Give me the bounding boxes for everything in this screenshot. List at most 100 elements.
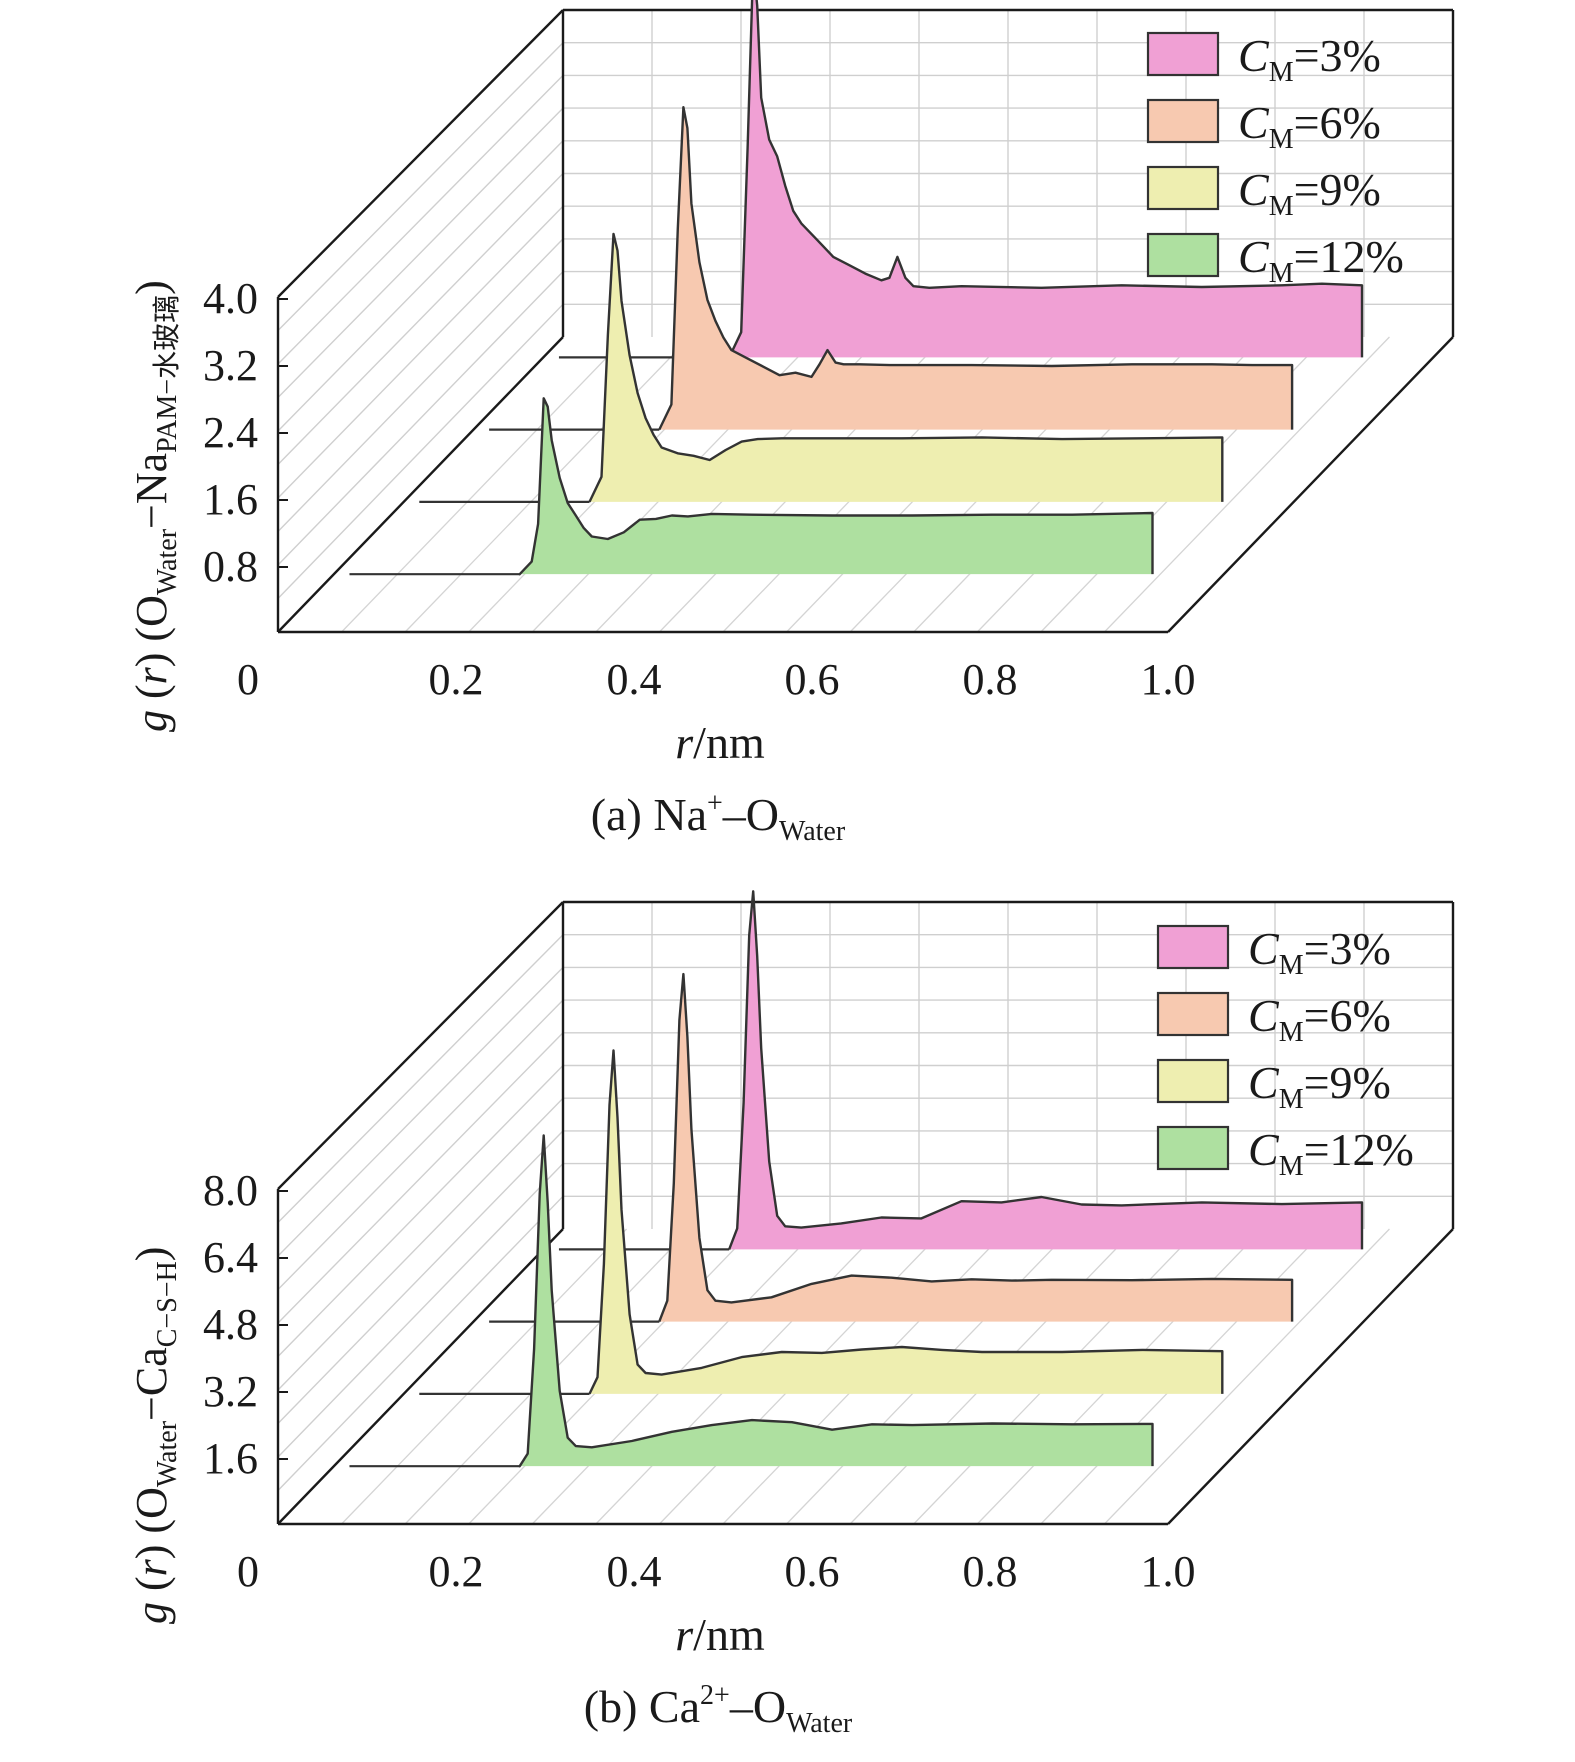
legend-item: CM=12% (1146, 231, 1404, 289)
y-tick-label: 1.6 (203, 1434, 258, 1483)
grid-line (277, 140, 564, 432)
y-label-g: g (127, 1602, 176, 1624)
y-label-sep: ) ( (127, 627, 176, 667)
series-line (658, 972, 1294, 1323)
x-axis-label: r/nm (675, 717, 765, 768)
legend-label: CM=3% (1238, 30, 1381, 88)
x-label-unit: /nm (693, 717, 765, 768)
caption-sup: 2+ (700, 1680, 730, 1711)
legend-item: CM=3% (1146, 30, 1381, 88)
grid-line (277, 999, 564, 1290)
series-line (588, 232, 1224, 504)
caption-sub: Water (786, 1708, 853, 1739)
grid-line (277, 74, 564, 365)
y-label-sub2: PAM−水玻璃 (151, 295, 183, 453)
x-tick-label: 0.2 (429, 1547, 484, 1596)
legend-label-value: =3% (1304, 923, 1391, 974)
legend-label-c: C (1248, 923, 1280, 974)
y-label-o: O (127, 1487, 176, 1519)
series-line (518, 397, 1154, 576)
legend-label-c: C (1238, 30, 1270, 81)
series-line (728, 0, 1364, 359)
y-axis-label: g (r) (OWater−NaPAM−水玻璃) (127, 280, 183, 732)
y-label-o: O (127, 595, 176, 627)
y-label-sep: ) ( (127, 1519, 176, 1559)
legend-label-c: C (1248, 1124, 1280, 1175)
legend: CM=3%CM=6%CM=9%CM=12% (1156, 923, 1414, 1182)
legend-label: CM=6% (1238, 97, 1381, 155)
legend-label: CM=9% (1248, 1057, 1391, 1115)
legend-swatch (1156, 924, 1230, 970)
series-area (589, 1050, 1223, 1394)
legend-item: CM=6% (1156, 990, 1391, 1048)
series-area (659, 974, 1293, 1322)
legend-label-value: =9% (1294, 164, 1381, 215)
legend-label: CM=6% (1248, 990, 1391, 1048)
y-label-sub1: Water (152, 1420, 183, 1487)
series-line (588, 1049, 1224, 1396)
y-label-sub1: Water (152, 528, 183, 595)
grid-line (1103, 1228, 1390, 1525)
grid-line (277, 966, 564, 1257)
series-area (729, 891, 1362, 1250)
legend-item: CM=6% (1146, 97, 1381, 155)
series-line (658, 106, 1294, 431)
x-axis-label: r/nm (675, 1609, 765, 1660)
legend-swatch (1146, 165, 1220, 211)
y-tick-label: 3.2 (203, 341, 258, 390)
legend-label-c: C (1248, 990, 1280, 1041)
legend-label: CM=9% (1238, 164, 1381, 222)
axes-frame (276, 900, 1455, 1526)
legend-label-sub: M (1279, 1151, 1304, 1182)
x-tick-label: 0.8 (963, 1547, 1018, 1596)
legend-label-c: C (1238, 164, 1270, 215)
legend-label-c: C (1248, 1057, 1280, 1108)
legend-item: CM=9% (1146, 164, 1381, 222)
series-area (589, 233, 1223, 502)
x-label-r: r (675, 717, 694, 768)
y-tick-label: 8.0 (203, 1166, 258, 1215)
legend-swatch (1146, 31, 1220, 77)
y-label-r: r (127, 1558, 176, 1576)
grid-line (341, 336, 628, 633)
legend-item: CM=9% (1156, 1057, 1391, 1115)
grid-line (277, 42, 564, 331)
legend-label: CM=12% (1238, 231, 1404, 289)
panel-a: 0.81.62.43.24.00 0.2 0.4 0.6 0.8 1.0CM=3%CM=6… (127, 0, 1455, 847)
y-label-close: ) (127, 280, 176, 295)
legend-swatch (1156, 1125, 1230, 1171)
y-label-r: r (127, 666, 176, 684)
y-label-open: ( (127, 1576, 176, 1602)
series-line (728, 890, 1364, 1251)
legend-label-c: C (1238, 97, 1270, 148)
series-area (659, 107, 1293, 430)
grid-line (277, 1065, 564, 1357)
series-area (519, 1135, 1153, 1467)
x-tick-label: 0.2 (429, 655, 484, 704)
legend-label-sub: M (1269, 258, 1294, 289)
y-axis-label: g (r) (OWater−CaC−S−H) (127, 1247, 183, 1624)
grid-line (277, 1130, 564, 1424)
x-label-r: r (675, 1609, 694, 1660)
legend-label: CM=3% (1248, 923, 1391, 981)
y-label-open: ( (127, 684, 176, 710)
y-tick-label: 6.4 (203, 1233, 258, 1282)
caption-prefix: (a) Na (591, 789, 707, 840)
axes-frame (276, 8, 1455, 634)
legend-label-sub: M (1269, 57, 1294, 88)
x-tick-label: 0.6 (785, 1547, 840, 1596)
grid-line (277, 1032, 564, 1324)
x-tick-label: 0 (237, 655, 259, 704)
y-label-close: ) (127, 1247, 176, 1262)
legend-label-value: =12% (1294, 231, 1404, 282)
caption-prefix: (b) Ca (584, 1681, 700, 1732)
left-wall-top-edge (277, 901, 564, 1190)
legend-label-sub: M (1269, 124, 1294, 155)
x-tick-label: 0.6 (785, 655, 840, 704)
caption-sub: Water (779, 816, 846, 847)
floor-right-edge (1167, 336, 1454, 633)
caption-dash: –O (722, 789, 779, 840)
legend-swatch (1146, 98, 1220, 144)
y-label-g: g (127, 710, 176, 732)
